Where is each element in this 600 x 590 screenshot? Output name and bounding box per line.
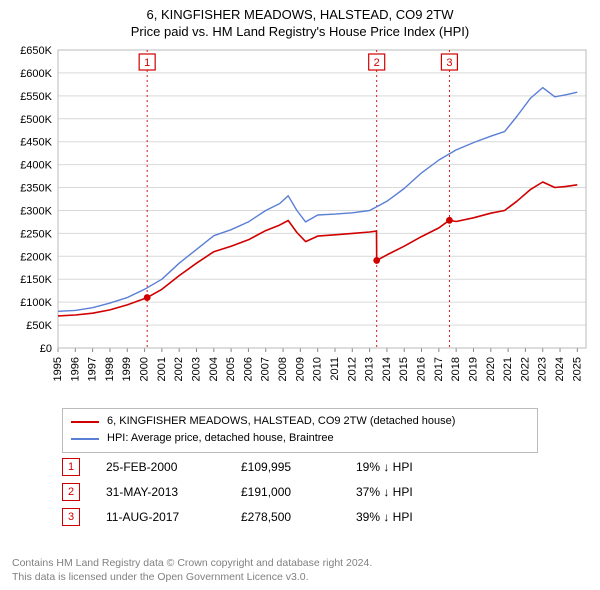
legend-swatch (71, 421, 99, 423)
sale-row: 3 11-AUG-2017£278,50039% ↓ HPI (62, 508, 538, 526)
svg-text:£100K: £100K (20, 297, 52, 309)
sales-table: 1 25-FEB-2000£109,99519% ↓ HPI 2 31-MAY-201… (62, 458, 538, 533)
svg-text:1998: 1998 (104, 357, 116, 381)
footer-attribution: Contains HM Land Registry data © Crown c… (12, 556, 588, 584)
sale-date: 31-MAY-2013 (106, 485, 241, 499)
sale-price: £109,995 (241, 460, 356, 474)
svg-text:£550K: £550K (20, 91, 52, 103)
svg-text:2013: 2013 (364, 357, 376, 381)
svg-text:2014: 2014 (381, 357, 393, 381)
svg-text:£50K: £50K (26, 320, 52, 332)
svg-text:1997: 1997 (87, 357, 99, 381)
legend: 6, KINGFISHER MEADOWS, HALSTEAD, CO9 2TW… (62, 408, 538, 453)
svg-text:2008: 2008 (277, 357, 289, 381)
svg-text:2009: 2009 (294, 357, 306, 381)
sale-date: 11-AUG-2017 (106, 510, 241, 524)
chart: £0 £50K £100K £150K £200K £250K £300K £350K £400… (0, 42, 600, 402)
svg-text:£500K: £500K (20, 114, 52, 126)
svg-text:2007: 2007 (260, 357, 272, 381)
svg-text:£400K: £400K (20, 160, 52, 172)
svg-text:£300K: £300K (20, 205, 52, 217)
svg-text:2010: 2010 (312, 357, 324, 381)
svg-text:2002: 2002 (173, 357, 185, 381)
svg-text:2006: 2006 (242, 357, 254, 381)
svg-text:£0: £0 (40, 343, 52, 355)
svg-text:2001: 2001 (156, 357, 168, 381)
legend-label: HPI: Average price, detached house, Brai… (107, 430, 334, 447)
svg-text:2017: 2017 (433, 357, 445, 381)
svg-text:£200K: £200K (20, 251, 52, 263)
svg-text:2: 2 (374, 57, 380, 69)
svg-text:2015: 2015 (398, 357, 410, 381)
svg-text:1996: 1996 (69, 357, 81, 381)
svg-text:£450K: £450K (20, 137, 52, 149)
svg-text:2003: 2003 (190, 357, 202, 381)
legend-row: 6, KINGFISHER MEADOWS, HALSTEAD, CO9 2TW… (71, 413, 529, 430)
svg-text:1999: 1999 (121, 357, 133, 381)
legend-swatch (71, 438, 99, 440)
svg-text:2018: 2018 (450, 357, 462, 381)
footer-line: Contains HM Land Registry data © Crown c… (12, 556, 588, 570)
sale-price: £191,000 (241, 485, 356, 499)
sale-badge: 3 (62, 508, 80, 526)
svg-text:2004: 2004 (208, 357, 220, 381)
svg-text:2022: 2022 (519, 357, 531, 381)
svg-text:2005: 2005 (225, 357, 237, 381)
svg-text:£350K: £350K (20, 183, 52, 195)
svg-text:1995: 1995 (52, 357, 64, 381)
sale-badge: 1 (62, 458, 80, 476)
sale-delta: 19% ↓ HPI (356, 460, 413, 474)
svg-text:2019: 2019 (467, 357, 479, 381)
sale-date: 25-FEB-2000 (106, 460, 241, 474)
svg-text:2012: 2012 (346, 357, 358, 381)
svg-text:£250K: £250K (20, 228, 52, 240)
svg-text:2000: 2000 (139, 357, 151, 381)
svg-text:2011: 2011 (329, 357, 341, 381)
svg-text:2016: 2016 (416, 357, 428, 381)
chart-title: 6, KINGFISHER MEADOWS, HALSTEAD, CO9 2TW (0, 0, 600, 24)
svg-text:1: 1 (144, 57, 150, 69)
sale-row: 2 31-MAY-2013£191,00037% ↓ HPI (62, 483, 538, 501)
svg-text:£600K: £600K (20, 68, 52, 80)
sale-price: £278,500 (241, 510, 356, 524)
chart-subtitle: Price paid vs. HM Land Registry's House … (0, 24, 600, 39)
sale-row: 1 25-FEB-2000£109,99519% ↓ HPI (62, 458, 538, 476)
sale-badge: 2 (62, 483, 80, 501)
footer-line: This data is licensed under the Open Gov… (12, 570, 588, 584)
svg-text:£150K: £150K (20, 274, 52, 286)
legend-row: HPI: Average price, detached house, Brai… (71, 430, 529, 447)
svg-text:£650K: £650K (20, 45, 52, 57)
sale-delta: 37% ↓ HPI (356, 485, 413, 499)
svg-text:2024: 2024 (554, 357, 566, 381)
svg-text:2025: 2025 (571, 357, 583, 381)
legend-label: 6, KINGFISHER MEADOWS, HALSTEAD, CO9 2TW… (107, 413, 455, 430)
svg-text:2020: 2020 (485, 357, 497, 381)
svg-text:2023: 2023 (537, 357, 549, 381)
svg-text:2021: 2021 (502, 357, 514, 381)
svg-text:3: 3 (446, 57, 452, 69)
sale-delta: 39% ↓ HPI (356, 510, 413, 524)
